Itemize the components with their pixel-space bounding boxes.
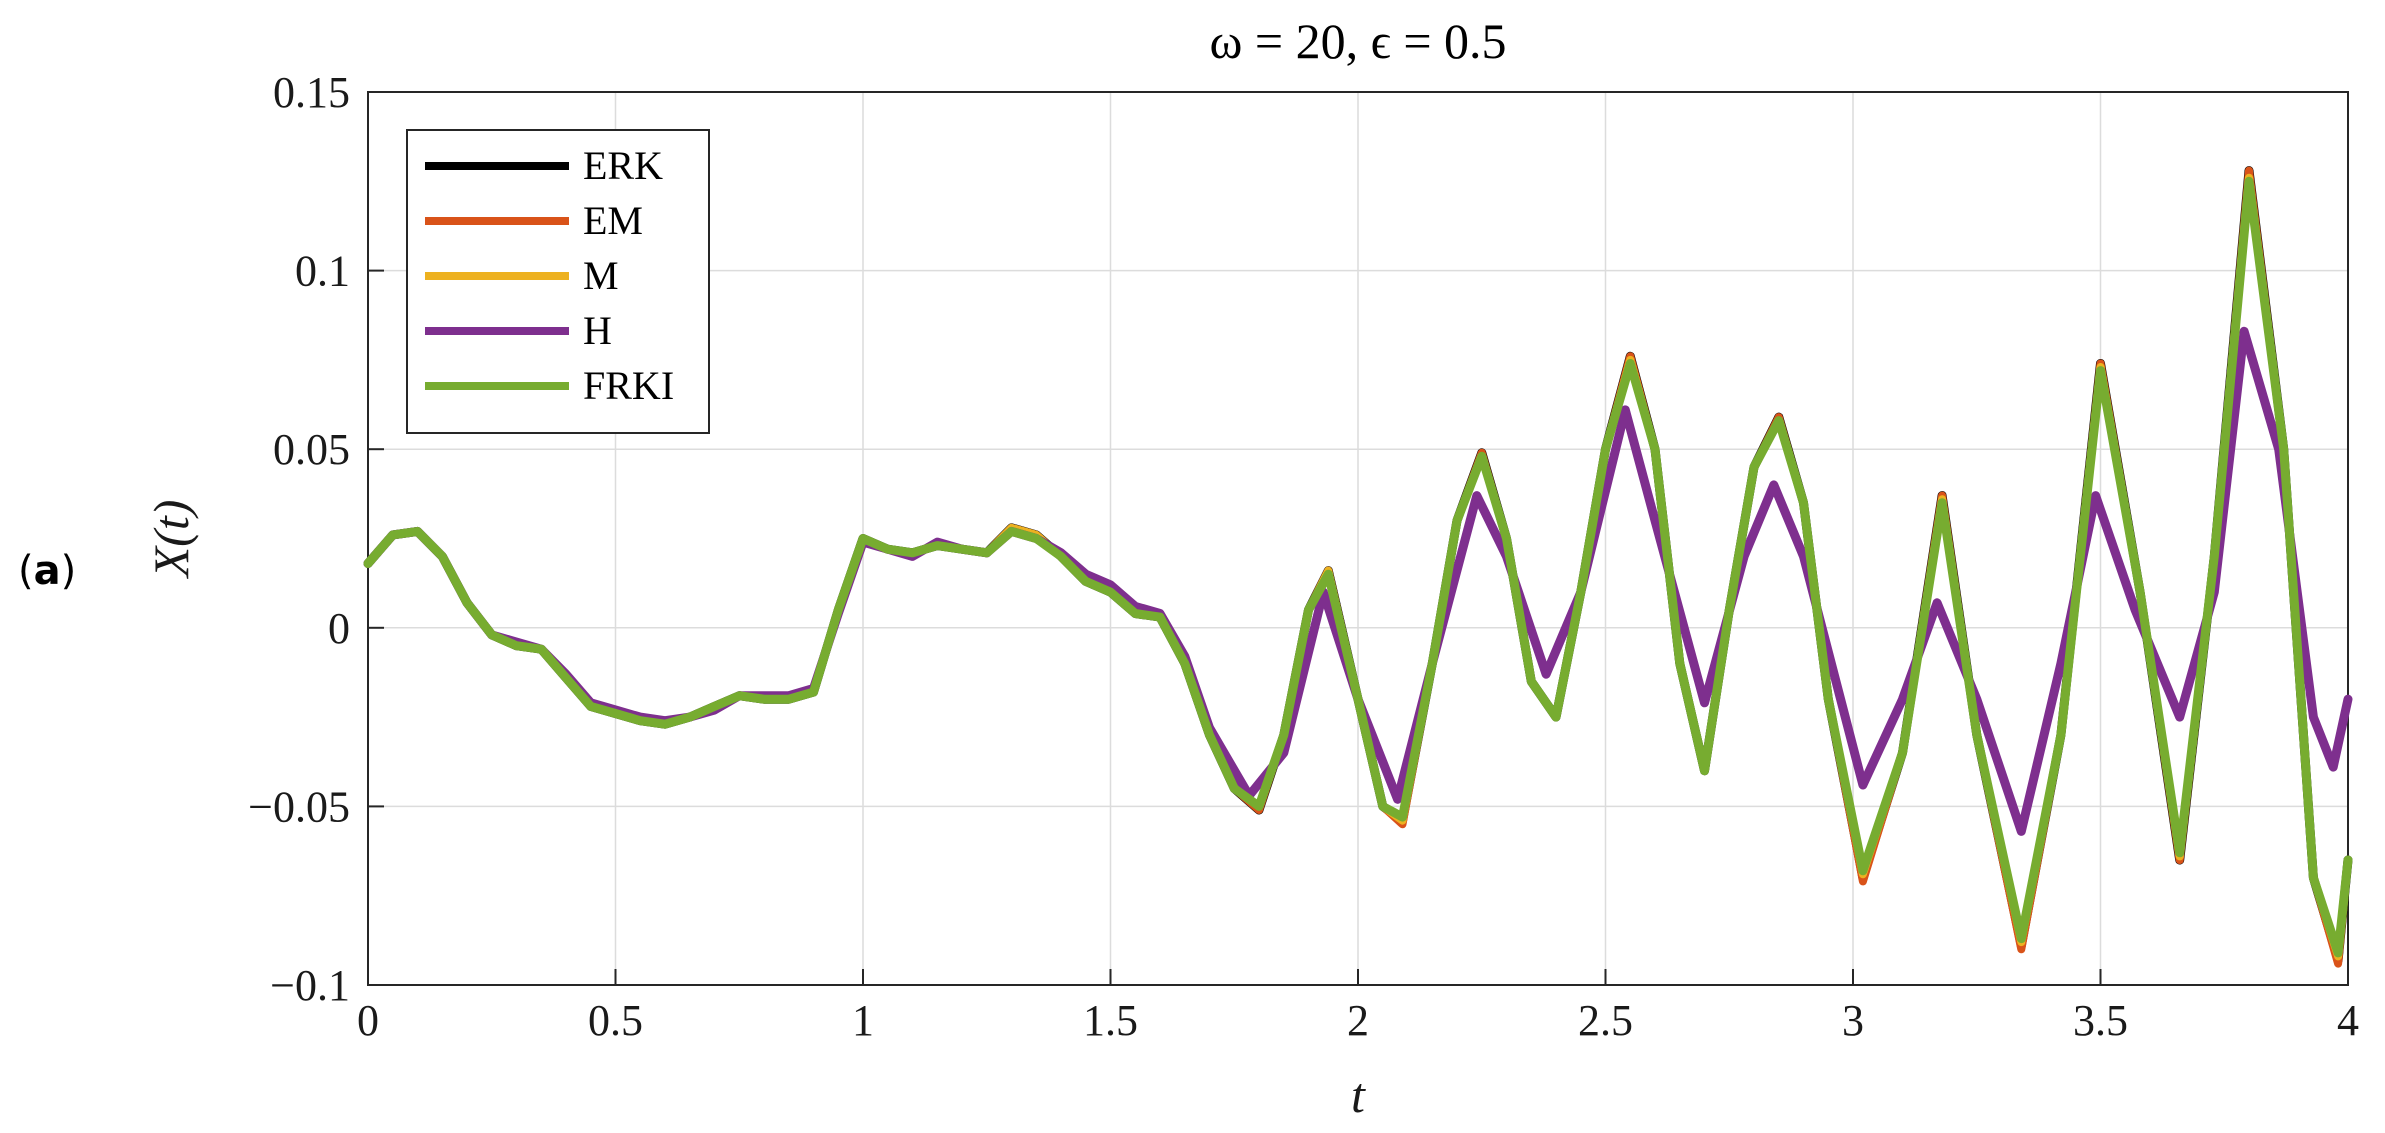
- series-line-frki: [363, 176, 2353, 958]
- panel-label: (a): [18, 548, 76, 594]
- x-tick-label: 1.5: [1083, 996, 1138, 1045]
- x-tick-label: 1: [852, 996, 874, 1045]
- y-tick-label: 0.15: [273, 68, 350, 117]
- x-tick-label: 0: [357, 996, 379, 1045]
- panel-label-letter: a: [33, 548, 61, 594]
- y-tick-label: −0.1: [270, 961, 350, 1010]
- y-tick-label: −0.05: [248, 782, 350, 831]
- grid: [367, 91, 2349, 986]
- legend-label-m: M: [583, 253, 619, 298]
- chart-title: ω = 20, ϵ = 0.5: [1209, 13, 1506, 69]
- legend: ERK EM MH FRKI: [406, 129, 710, 434]
- panel-label-close: ): [60, 548, 77, 594]
- x-tick-label: 4: [2337, 996, 2359, 1045]
- axis-ticks: 0 0.5 1 1.5 2 2.5 3 3.5 4 −0.1 −0.05 0 0.05 0.1 0.15: [248, 68, 2359, 1045]
- series-lines: [363, 166, 2353, 968]
- legend-label-em: EM: [583, 198, 643, 243]
- legend-label-frki: FRKI: [583, 363, 674, 408]
- y-tick-label: 0: [328, 604, 350, 653]
- x-tick-label: 2: [1347, 996, 1369, 1045]
- x-axis-title: t: [1351, 1067, 1366, 1123]
- y-tick-label: 0.05: [273, 425, 350, 474]
- x-tick-label: 3: [1842, 996, 1864, 1045]
- y-tick-label: 0.1: [295, 247, 350, 296]
- x-tick-label: 0.5: [588, 996, 643, 1045]
- legend-label-erk: ERK: [583, 143, 663, 188]
- x-tick-label: 3.5: [2073, 996, 2128, 1045]
- legend-label-h: H: [583, 308, 612, 353]
- y-axis-title: X(t): [143, 500, 199, 580]
- x-tick-label: 2.5: [1578, 996, 1633, 1045]
- panel-label-open: (: [18, 548, 34, 594]
